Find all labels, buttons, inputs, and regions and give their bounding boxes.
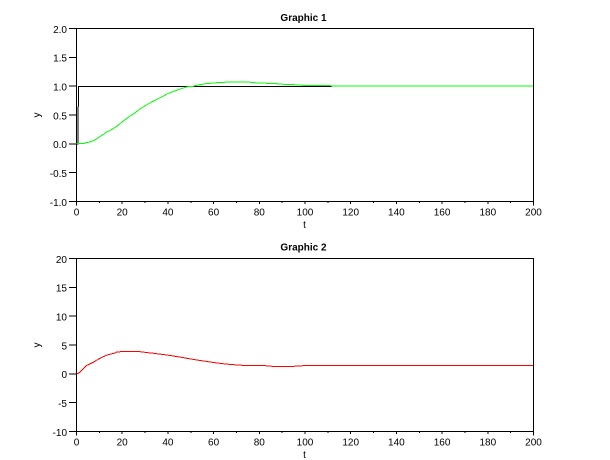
svg-text:-5: -5 <box>58 399 67 410</box>
svg-text:80: 80 <box>254 208 266 219</box>
svg-text:180: 180 <box>479 208 496 219</box>
svg-text:200: 200 <box>525 438 542 449</box>
svg-text:10: 10 <box>56 313 68 324</box>
svg-text:t: t <box>303 450 306 460</box>
svg-text:120: 120 <box>342 438 359 449</box>
svg-text:40: 40 <box>162 208 174 219</box>
svg-text:20: 20 <box>117 438 129 449</box>
svg-text:Graphic 1: Graphic 1 <box>280 13 327 24</box>
svg-text:160: 160 <box>434 208 451 219</box>
svg-text:0.5: 0.5 <box>53 111 67 122</box>
svg-text:0: 0 <box>61 370 67 381</box>
svg-text:60: 60 <box>208 208 220 219</box>
svg-text:100: 100 <box>297 438 314 449</box>
svg-text:20: 20 <box>56 255 68 266</box>
svg-text:t: t <box>303 220 306 231</box>
svg-text:-0.5: -0.5 <box>50 169 68 180</box>
svg-text:20: 20 <box>117 208 129 219</box>
svg-text:5: 5 <box>61 341 67 352</box>
svg-text:Graphic 2: Graphic 2 <box>280 243 327 254</box>
svg-text:0: 0 <box>74 208 80 219</box>
svg-text:120: 120 <box>342 208 359 219</box>
svg-text:1.5: 1.5 <box>53 54 67 65</box>
svg-text:200: 200 <box>525 208 542 219</box>
svg-text:140: 140 <box>388 208 405 219</box>
svg-text:0.0: 0.0 <box>53 140 67 151</box>
svg-text:160: 160 <box>434 438 451 449</box>
svg-text:0: 0 <box>74 438 80 449</box>
svg-text:100: 100 <box>297 208 314 219</box>
svg-text:2.0: 2.0 <box>53 25 67 36</box>
svg-text:15: 15 <box>56 284 68 295</box>
svg-text:-10: -10 <box>53 428 68 439</box>
svg-text:y: y <box>32 113 43 118</box>
svg-text:1.0: 1.0 <box>53 83 67 94</box>
svg-text:140: 140 <box>388 438 405 449</box>
svg-text:40: 40 <box>162 438 174 449</box>
svg-text:180: 180 <box>479 438 496 449</box>
svg-text:-1.0: -1.0 <box>50 198 68 209</box>
svg-text:60: 60 <box>208 438 220 449</box>
svg-text:y: y <box>32 343 43 348</box>
svg-text:80: 80 <box>254 438 266 449</box>
